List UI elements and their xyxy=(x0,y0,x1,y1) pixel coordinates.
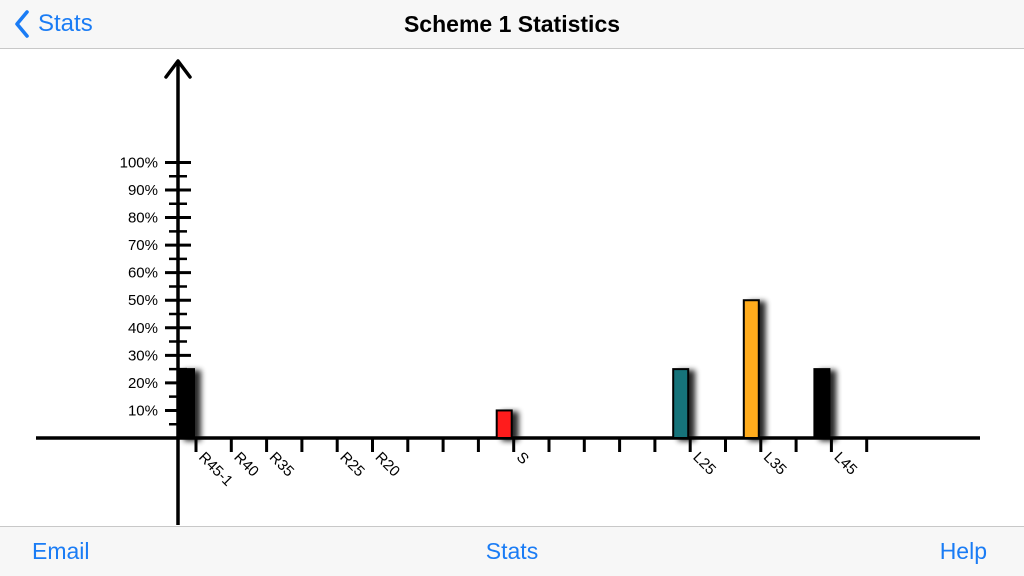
y-tick-label: 70% xyxy=(128,237,158,254)
y-tick-label: 50% xyxy=(128,292,158,309)
y-tick-label: 20% xyxy=(128,375,158,392)
bar-l45 xyxy=(813,368,831,439)
x-category-label: R35 xyxy=(266,449,297,480)
y-tick-label: 90% xyxy=(128,182,158,199)
y-tick-label: 100% xyxy=(120,154,158,171)
x-category-label: L25 xyxy=(689,449,719,479)
page-title: Scheme 1 Statistics xyxy=(403,10,621,37)
chevron-left-icon xyxy=(15,10,29,38)
stats-button[interactable]: Stats xyxy=(485,538,539,564)
x-category-label: R25 xyxy=(336,449,367,480)
y-axis-ticks: 10% 20% 30% 40% 50% 60% 70% 80% 90% 100% xyxy=(120,154,191,426)
back-button-label: Stats xyxy=(38,10,93,37)
chart-area: 10% 20% 30% 40% 50% 60% 70% 80% 90% 100% R45-1 R40… xyxy=(0,49,1024,526)
x-category-label: R45-1 xyxy=(195,449,236,490)
back-button[interactable]: Stats xyxy=(14,4,93,44)
y-tick-label: 30% xyxy=(128,347,158,364)
x-category-label: R20 xyxy=(372,449,403,480)
bar-chart: 10%20%30%40%50%60%70%80%90%100% R45-1R40… xyxy=(36,59,980,525)
email-button[interactable]: Email xyxy=(32,538,90,564)
help-button[interactable]: Help xyxy=(939,538,987,564)
y-axis-arrow xyxy=(164,59,192,79)
bar-s xyxy=(495,409,513,440)
tab-bar: Email Stats Help xyxy=(0,526,1024,576)
x-category-label: S xyxy=(513,449,532,468)
y-tick-label: 40% xyxy=(128,320,158,337)
y-tick-label: 10% xyxy=(128,402,158,419)
x-category-label: L35 xyxy=(760,449,790,479)
x-category-label: L45 xyxy=(831,449,861,479)
bars xyxy=(178,299,831,440)
y-tick-label: 60% xyxy=(128,265,158,282)
bar-l35 xyxy=(742,299,760,439)
bar-l25 xyxy=(672,368,690,439)
y-tick-label: 80% xyxy=(128,210,158,227)
bar-r45-1 xyxy=(178,368,195,439)
navigation-bar: Stats Scheme 1 Statistics xyxy=(0,0,1024,49)
